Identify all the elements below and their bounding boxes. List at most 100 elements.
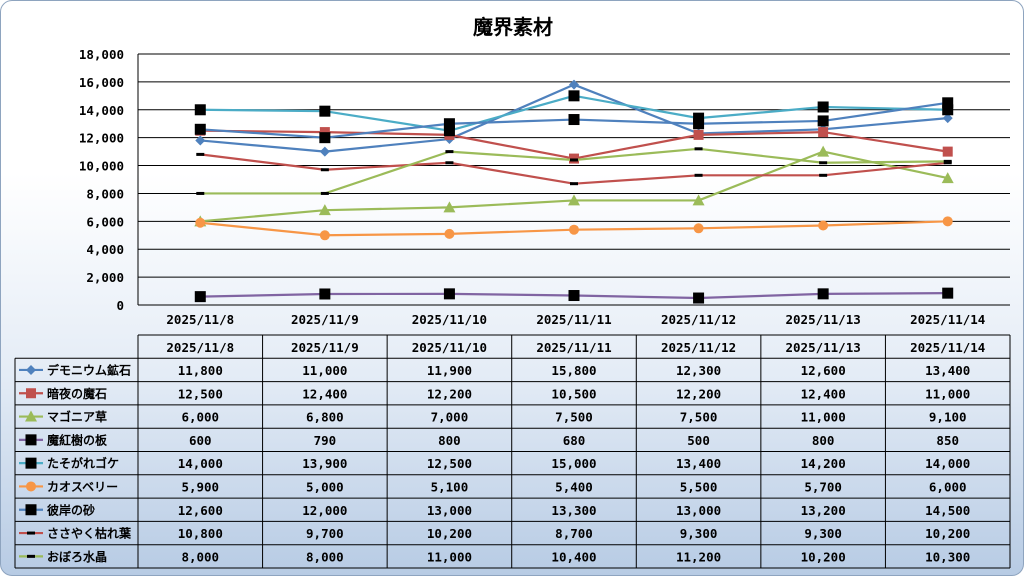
table-cell: 11,200 (676, 549, 721, 564)
series-chaos (195, 216, 953, 241)
point-marker (693, 292, 705, 304)
point-marker (694, 173, 703, 177)
table-cell: 7,500 (680, 410, 718, 425)
table-cell: 7,500 (555, 410, 593, 425)
series-anya (195, 125, 953, 164)
table-cell: 12,400 (801, 386, 846, 401)
x-tick-label: 2025/11/9 (291, 312, 359, 327)
point-marker (692, 194, 705, 206)
table-cell: 12,500 (178, 386, 223, 401)
series-tasogare (194, 90, 954, 137)
table-row: たそがれゴケ 14,000 13,900 12,500 15,000 13,400 14,2… (19, 456, 970, 471)
point-marker (568, 90, 580, 102)
table-cell: 7,000 (431, 410, 469, 425)
table-cell: 600 (189, 433, 212, 448)
series-name: デモニウム鉱石 (47, 362, 131, 377)
point-marker (817, 101, 829, 113)
table-row: マゴニア草 6,000 6,800 7,000 7,500 7,500 11,000 9,10… (19, 409, 967, 425)
point-marker (318, 204, 331, 216)
point-marker (942, 104, 954, 116)
point-marker (196, 191, 205, 195)
point-marker (195, 217, 206, 228)
point-marker (942, 113, 953, 124)
point-marker (693, 129, 704, 140)
y-tick-label: 10,000 (79, 159, 124, 174)
point-marker (443, 118, 455, 130)
point-marker (195, 135, 206, 146)
point-marker (25, 457, 37, 469)
point-marker (818, 127, 829, 138)
x-tick-label: 2025/11/10 (412, 312, 487, 327)
table-cell: 6,800 (306, 410, 344, 425)
table-cell: 11,000 (302, 363, 347, 378)
y-tick-label: 16,000 (79, 75, 124, 90)
table-cell: 5,000 (306, 479, 344, 494)
point-marker (817, 145, 830, 157)
table-cell: 10,200 (801, 549, 846, 564)
table-cell: 8,000 (306, 549, 344, 564)
point-marker (941, 172, 954, 184)
series-name: おぼろ水晶 (47, 549, 107, 564)
point-marker (319, 288, 331, 300)
table-header-cell: 2025/11/11 (536, 340, 611, 355)
point-marker (568, 194, 580, 206)
series-name: たそがれゴケ (47, 456, 119, 471)
point-marker (818, 220, 829, 231)
table-cell: 12,600 (178, 503, 223, 518)
y-tick-label: 18,000 (79, 47, 124, 62)
point-marker (320, 168, 329, 172)
point-marker (943, 159, 952, 163)
point-marker (570, 182, 578, 186)
table-row: デモニウム鉱石 11,800 11,000 11,900 15,800 12,300 12,… (19, 362, 970, 378)
point-marker (817, 115, 829, 127)
table-cell: 9,300 (680, 526, 718, 541)
point-marker (693, 112, 705, 124)
point-marker (819, 173, 828, 177)
point-marker (445, 161, 454, 165)
point-marker (569, 224, 579, 235)
point-marker (942, 216, 953, 227)
table-cell: 12,200 (676, 386, 721, 401)
series-makouju (194, 287, 954, 304)
table-cell: 8,000 (181, 549, 219, 564)
table-cell: 10,200 (925, 526, 970, 541)
x-tick-label: 2025/11/13 (786, 312, 861, 327)
table-cell: 790 (314, 433, 337, 448)
table-cell: 13,400 (676, 456, 721, 471)
y-tick-label: 0 (116, 298, 124, 313)
table-header-cell: 2025/11/9 (291, 340, 359, 355)
table-cell: 11,000 (801, 410, 846, 425)
y-tick-label: 2,000 (86, 270, 124, 285)
table-cell: 800 (812, 433, 835, 448)
table-cell: 9,300 (804, 526, 842, 541)
series-name: マゴニア草 (47, 409, 107, 424)
y-tick-label: 14,000 (79, 103, 124, 118)
point-marker (25, 504, 37, 516)
table-cell: 11,900 (427, 363, 472, 378)
table-cell: 5,500 (680, 479, 718, 494)
table-cell: 9,100 (929, 410, 967, 425)
point-marker (194, 104, 206, 116)
table-cell: 13,400 (925, 363, 970, 378)
chart-title: 魔界素材 (473, 15, 553, 39)
table-cell: 680 (563, 433, 586, 448)
y-grid: 0 2,000 4,000 6,000 8,000 10,000 12,000 14,000 1… (79, 47, 1010, 313)
table-cell: 12,200 (427, 386, 472, 401)
table-cell: 15,800 (551, 363, 596, 378)
x-tick-label: 2025/11/11 (536, 312, 611, 327)
table-cell: 850 (936, 433, 959, 448)
table-row: ささやく枯れ葉 10,800 9,700 10,200 8,700 9,300 9,300 1… (19, 526, 970, 541)
point-marker (319, 127, 330, 138)
table-cell: 11,000 (427, 549, 472, 564)
y-tick-label: 8,000 (86, 186, 124, 201)
point-marker (319, 230, 330, 241)
table-header-cell: 2025/11/13 (786, 340, 861, 355)
table-cell: 10,300 (925, 549, 970, 564)
table-cell: 12,300 (676, 363, 721, 378)
series-higan (194, 97, 954, 144)
x-tick-labels: 2025/11/8 2025/11/9 2025/11/10 2025/11/11 20… (166, 312, 985, 327)
table-cell: 13,000 (427, 503, 472, 518)
point-marker (444, 228, 455, 239)
table-header-cell: 2025/11/10 (412, 340, 487, 355)
